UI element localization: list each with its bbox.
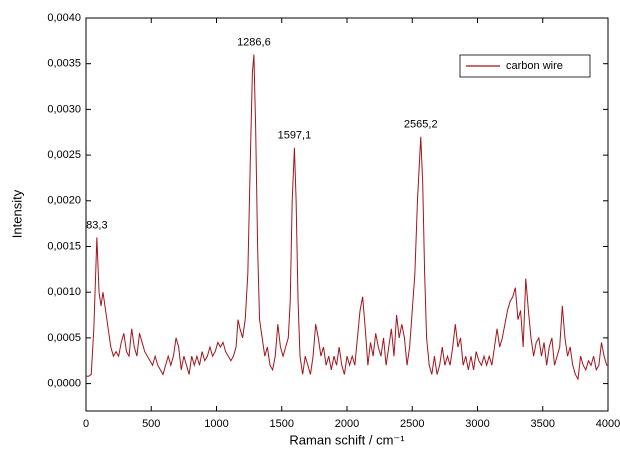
spectrum-line bbox=[86, 54, 608, 381]
y-tick-label: 0,0020 bbox=[47, 195, 81, 207]
x-tick-label: 2500 bbox=[400, 418, 424, 430]
x-axis-label: Raman schift / cm⁻¹ bbox=[289, 432, 405, 447]
peak-label: 1597,1 bbox=[278, 130, 312, 142]
x-tick-label: 3500 bbox=[531, 418, 555, 430]
y-tick-label: 0,0010 bbox=[47, 286, 81, 298]
y-tick-label: 0,0000 bbox=[47, 377, 81, 389]
x-tick-label: 4000 bbox=[596, 418, 620, 430]
y-tick-label: 0,0030 bbox=[47, 103, 81, 115]
y-tick-label: 0,0005 bbox=[47, 332, 81, 344]
peak-label: 83,3 bbox=[86, 219, 107, 231]
x-tick-label: 1000 bbox=[204, 418, 228, 430]
x-tick-label: 2000 bbox=[335, 418, 359, 430]
x-tick-label: 0 bbox=[83, 418, 89, 430]
x-tick-label: 1500 bbox=[270, 418, 294, 430]
y-axis-label: Intensity bbox=[9, 189, 24, 238]
y-tick-label: 0,0040 bbox=[47, 12, 81, 24]
y-tick-label: 0,0015 bbox=[47, 240, 81, 252]
legend-box bbox=[459, 54, 591, 78]
peak-label: 1286,6 bbox=[237, 36, 271, 48]
y-tick-label: 0,0025 bbox=[47, 149, 81, 161]
x-tick-label: 500 bbox=[142, 418, 160, 430]
legend-label: carbon wire bbox=[506, 60, 563, 72]
peak-label: 2565,2 bbox=[404, 119, 438, 131]
x-tick-label: 3000 bbox=[465, 418, 489, 430]
y-tick-label: 0,0035 bbox=[47, 58, 81, 70]
